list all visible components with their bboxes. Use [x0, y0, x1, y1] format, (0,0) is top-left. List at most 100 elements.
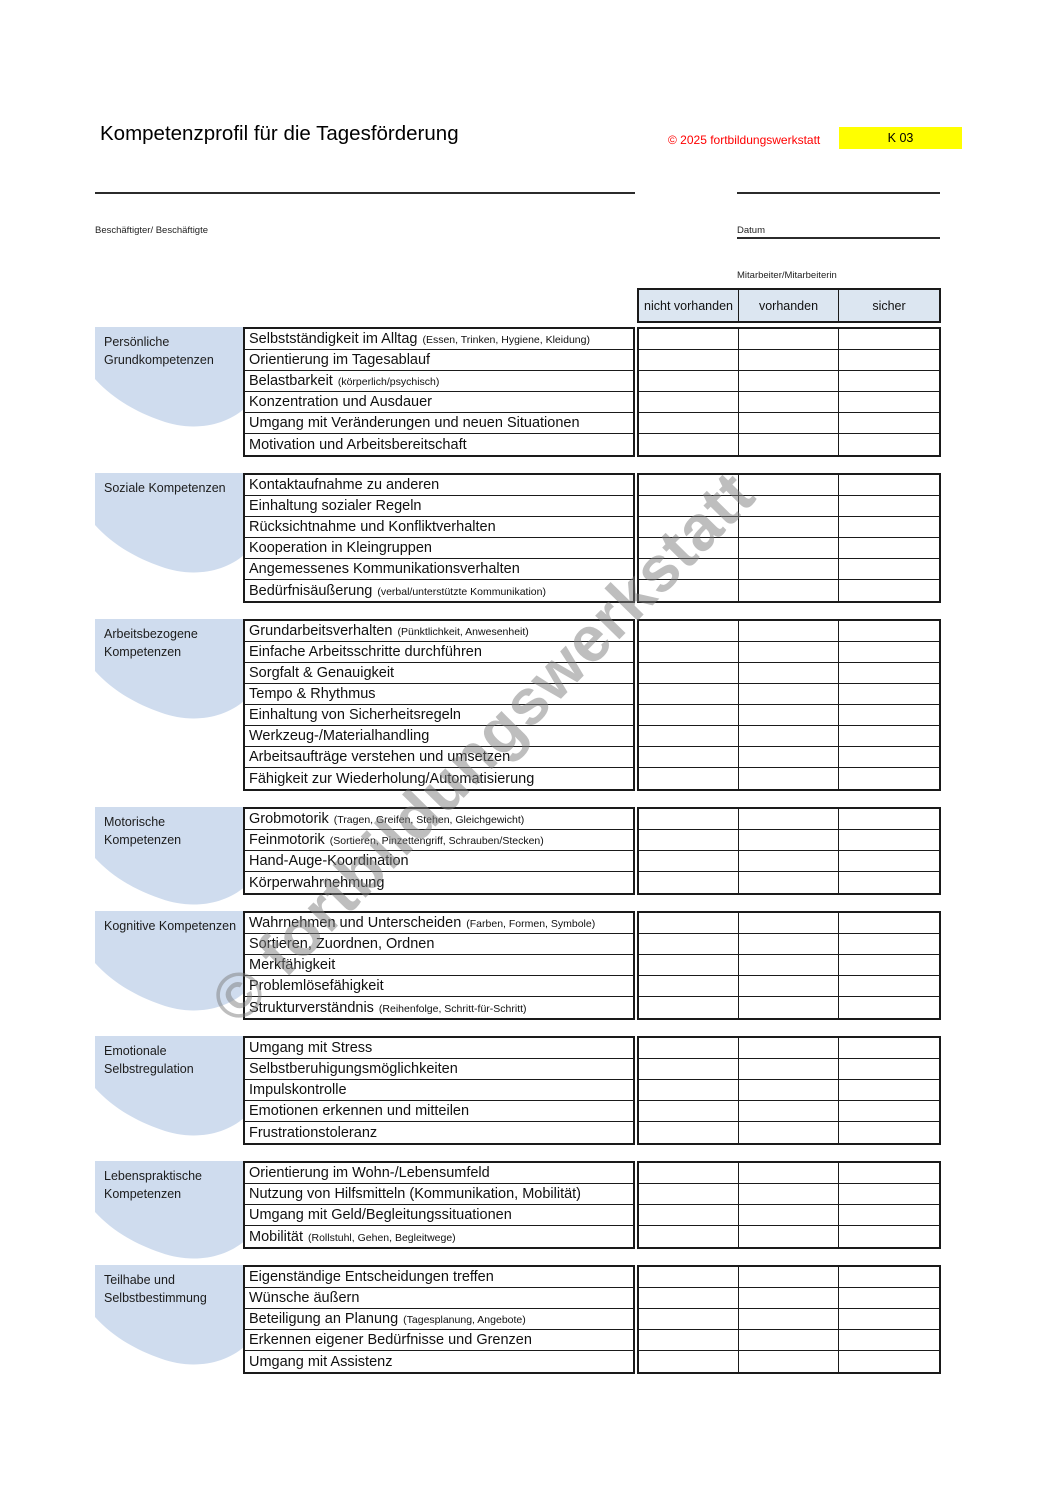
rating-cell-vorhanden[interactable]	[739, 621, 839, 642]
rating-cell-vorhanden[interactable]	[739, 1163, 839, 1184]
rating-cell-vorhanden[interactable]	[739, 934, 839, 955]
rating-cell-nicht-vorhanden[interactable]	[639, 1330, 739, 1351]
rating-cell-sicher[interactable]	[839, 329, 939, 350]
rating-cell-nicht-vorhanden[interactable]	[639, 392, 739, 413]
rating-cell-nicht-vorhanden[interactable]	[639, 851, 739, 872]
rating-cell-sicher[interactable]	[839, 1059, 939, 1080]
rating-cell-nicht-vorhanden[interactable]	[639, 496, 739, 517]
rating-cell-sicher[interactable]	[839, 1267, 939, 1288]
rating-cell-sicher[interactable]	[839, 621, 939, 642]
rating-cell-nicht-vorhanden[interactable]	[639, 809, 739, 830]
rating-cell-nicht-vorhanden[interactable]	[639, 1163, 739, 1184]
rating-cell-sicher[interactable]	[839, 517, 939, 538]
rating-cell-nicht-vorhanden[interactable]	[639, 955, 739, 976]
rating-cell-nicht-vorhanden[interactable]	[639, 1038, 739, 1059]
rating-cell-sicher[interactable]	[839, 642, 939, 663]
rating-cell-vorhanden[interactable]	[739, 1330, 839, 1351]
rating-cell-nicht-vorhanden[interactable]	[639, 1205, 739, 1226]
rating-cell-sicher[interactable]	[839, 1288, 939, 1309]
rating-cell-sicher[interactable]	[839, 872, 939, 893]
rating-cell-vorhanden[interactable]	[739, 434, 839, 455]
rating-cell-nicht-vorhanden[interactable]	[639, 726, 739, 747]
staff-input-line[interactable]	[737, 237, 940, 267]
rating-cell-vorhanden[interactable]	[739, 872, 839, 893]
rating-cell-nicht-vorhanden[interactable]	[639, 1309, 739, 1330]
rating-cell-nicht-vorhanden[interactable]	[639, 976, 739, 997]
rating-cell-sicher[interactable]	[839, 413, 939, 434]
rating-cell-nicht-vorhanden[interactable]	[639, 580, 739, 601]
rating-cell-nicht-vorhanden[interactable]	[639, 705, 739, 726]
rating-cell-sicher[interactable]	[839, 1163, 939, 1184]
rating-cell-sicher[interactable]	[839, 851, 939, 872]
person-input-line[interactable]	[95, 192, 635, 222]
rating-cell-nicht-vorhanden[interactable]	[639, 434, 739, 455]
rating-cell-vorhanden[interactable]	[739, 1205, 839, 1226]
rating-cell-vorhanden[interactable]	[739, 809, 839, 830]
rating-cell-sicher[interactable]	[839, 1351, 939, 1372]
rating-cell-vorhanden[interactable]	[739, 1080, 839, 1101]
rating-cell-vorhanden[interactable]	[739, 663, 839, 684]
rating-cell-vorhanden[interactable]	[739, 1122, 839, 1143]
rating-cell-nicht-vorhanden[interactable]	[639, 747, 739, 768]
rating-cell-sicher[interactable]	[839, 434, 939, 455]
rating-cell-nicht-vorhanden[interactable]	[639, 413, 739, 434]
rating-cell-nicht-vorhanden[interactable]	[639, 663, 739, 684]
rating-cell-nicht-vorhanden[interactable]	[639, 997, 739, 1018]
rating-cell-vorhanden[interactable]	[739, 413, 839, 434]
rating-cell-nicht-vorhanden[interactable]	[639, 1101, 739, 1122]
rating-cell-sicher[interactable]	[839, 726, 939, 747]
rating-cell-sicher[interactable]	[839, 705, 939, 726]
rating-cell-sicher[interactable]	[839, 559, 939, 580]
rating-cell-vorhanden[interactable]	[739, 726, 839, 747]
rating-cell-vorhanden[interactable]	[739, 1226, 839, 1247]
rating-cell-vorhanden[interactable]	[739, 371, 839, 392]
rating-cell-vorhanden[interactable]	[739, 1059, 839, 1080]
rating-cell-sicher[interactable]	[839, 1226, 939, 1247]
rating-cell-nicht-vorhanden[interactable]	[639, 517, 739, 538]
rating-cell-sicher[interactable]	[839, 955, 939, 976]
rating-cell-vorhanden[interactable]	[739, 955, 839, 976]
rating-cell-nicht-vorhanden[interactable]	[639, 329, 739, 350]
rating-cell-nicht-vorhanden[interactable]	[639, 350, 739, 371]
rating-cell-sicher[interactable]	[839, 809, 939, 830]
rating-cell-sicher[interactable]	[839, 768, 939, 789]
rating-cell-vorhanden[interactable]	[739, 1038, 839, 1059]
rating-cell-vorhanden[interactable]	[739, 517, 839, 538]
rating-cell-vorhanden[interactable]	[739, 538, 839, 559]
rating-cell-nicht-vorhanden[interactable]	[639, 1059, 739, 1080]
rating-cell-nicht-vorhanden[interactable]	[639, 768, 739, 789]
rating-cell-sicher[interactable]	[839, 830, 939, 851]
rating-cell-sicher[interactable]	[839, 392, 939, 413]
rating-cell-vorhanden[interactable]	[739, 997, 839, 1018]
rating-cell-nicht-vorhanden[interactable]	[639, 621, 739, 642]
rating-cell-vorhanden[interactable]	[739, 1101, 839, 1122]
rating-cell-sicher[interactable]	[839, 496, 939, 517]
rating-cell-sicher[interactable]	[839, 1309, 939, 1330]
rating-cell-vorhanden[interactable]	[739, 1351, 839, 1372]
rating-cell-vorhanden[interactable]	[739, 851, 839, 872]
rating-cell-nicht-vorhanden[interactable]	[639, 559, 739, 580]
date-input-line[interactable]	[737, 192, 940, 222]
rating-cell-nicht-vorhanden[interactable]	[639, 1288, 739, 1309]
rating-cell-nicht-vorhanden[interactable]	[639, 1226, 739, 1247]
rating-cell-nicht-vorhanden[interactable]	[639, 475, 739, 496]
rating-cell-vorhanden[interactable]	[739, 768, 839, 789]
rating-cell-vorhanden[interactable]	[739, 913, 839, 934]
rating-cell-vorhanden[interactable]	[739, 976, 839, 997]
rating-cell-sicher[interactable]	[839, 475, 939, 496]
rating-cell-sicher[interactable]	[839, 997, 939, 1018]
rating-cell-nicht-vorhanden[interactable]	[639, 830, 739, 851]
rating-cell-nicht-vorhanden[interactable]	[639, 1351, 739, 1372]
rating-cell-nicht-vorhanden[interactable]	[639, 538, 739, 559]
rating-cell-sicher[interactable]	[839, 580, 939, 601]
rating-cell-nicht-vorhanden[interactable]	[639, 371, 739, 392]
rating-cell-nicht-vorhanden[interactable]	[639, 934, 739, 955]
rating-cell-sicher[interactable]	[839, 371, 939, 392]
rating-cell-vorhanden[interactable]	[739, 329, 839, 350]
rating-cell-nicht-vorhanden[interactable]	[639, 913, 739, 934]
rating-cell-nicht-vorhanden[interactable]	[639, 1080, 739, 1101]
rating-cell-vorhanden[interactable]	[739, 392, 839, 413]
rating-cell-sicher[interactable]	[839, 350, 939, 371]
rating-cell-vorhanden[interactable]	[739, 1267, 839, 1288]
rating-cell-vorhanden[interactable]	[739, 705, 839, 726]
